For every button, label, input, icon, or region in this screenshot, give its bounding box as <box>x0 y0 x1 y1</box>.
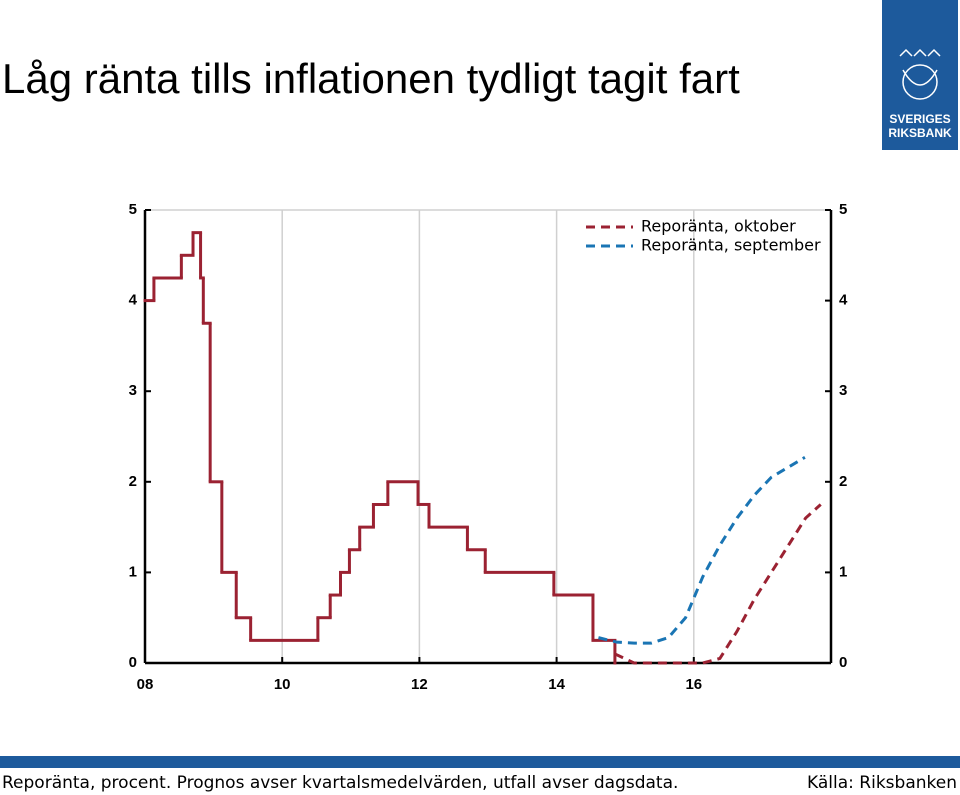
legend-label: Reporänta, oktober <box>641 217 796 236</box>
y-tick-label: 1 <box>129 563 137 580</box>
y2-tick-label: 0 <box>839 654 847 671</box>
y2-tick-label: 4 <box>839 292 848 309</box>
footer-note: Reporänta, procent. Prognos avser kvarta… <box>2 773 678 793</box>
y2-tick-label: 3 <box>839 382 847 399</box>
y-tick-label: 3 <box>129 382 137 399</box>
logo-text: RIKSBANK <box>888 126 952 140</box>
logo-emblem <box>899 48 941 100</box>
x-tick-label: 10 <box>274 676 291 693</box>
forecast-line <box>598 456 806 645</box>
forecast-line <box>614 503 822 665</box>
footer-source: Källa: Riksbanken <box>807 773 957 793</box>
y-tick-label: 2 <box>129 473 137 490</box>
logo-text: SVERIGES <box>889 112 950 126</box>
y2-tick-label: 5 <box>839 201 847 218</box>
y-tick-label: 5 <box>129 201 137 218</box>
y-tick-label: 4 <box>129 292 138 309</box>
footer-band <box>0 756 960 768</box>
x-tick-label: 14 <box>548 676 565 693</box>
y2-tick-label: 2 <box>839 473 847 490</box>
x-tick-label: 12 <box>411 676 428 693</box>
logo-box <box>882 0 958 150</box>
legend-label: Reporänta, september <box>641 236 821 255</box>
x-tick-label: 16 <box>685 676 702 693</box>
chart-title: Låg ränta tills inflationen tydligt tagi… <box>2 55 740 102</box>
y-tick-label: 0 <box>129 654 137 671</box>
x-tick-label: 08 <box>137 676 154 693</box>
y2-tick-label: 1 <box>839 563 847 580</box>
